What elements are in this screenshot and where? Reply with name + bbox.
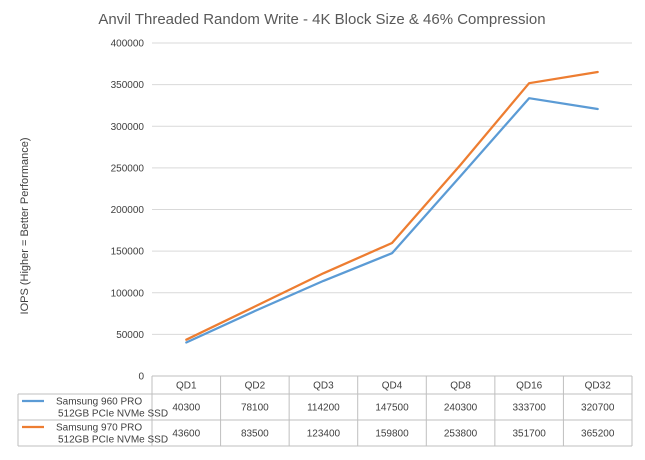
series-line-1 <box>185 97 599 344</box>
data-table-value: 365200 <box>581 429 615 440</box>
legend-label-sub: 512GB PCIe NVMe SSD <box>58 409 168 420</box>
y-axis-label: IOPS (Higher = Better Performance) <box>19 138 31 315</box>
category-label: QD4 <box>382 381 403 392</box>
series-line-2 <box>185 70 599 341</box>
y-tick-label: 150000 <box>111 247 145 258</box>
data-table-value: 333700 <box>512 403 546 414</box>
category-label: QD1 <box>176 381 197 392</box>
y-axis-ticks: 0 50000 100000 150000 200000 250000 300000 3500… <box>111 39 145 383</box>
data-table-value: 123400 <box>307 429 341 440</box>
y-tick-label: 0 <box>138 372 144 383</box>
legend-label: Samsung 960 PRO <box>56 397 142 408</box>
category-label: QD2 <box>245 381 266 392</box>
data-table-value: 83500 <box>241 429 269 440</box>
data-table-value: 40300 <box>172 403 200 414</box>
y-tick-label: 400000 <box>111 39 145 50</box>
y-tick-label: 250000 <box>111 163 145 174</box>
category-label: QD16 <box>516 381 543 392</box>
y-tick-label: 50000 <box>116 330 144 341</box>
data-table-value: 147500 <box>375 403 409 414</box>
data-table-value: 43600 <box>172 429 200 440</box>
data-table-value: 159800 <box>375 429 409 440</box>
y-tick-label: 300000 <box>111 122 145 133</box>
y-tick-label: 350000 <box>111 80 145 91</box>
category-label: QD3 <box>313 381 334 392</box>
y-tick-label: 100000 <box>111 288 145 299</box>
chart-title: Anvil Threaded Random Write - 4K Block S… <box>98 11 545 28</box>
gridlines <box>152 42 632 335</box>
legend-label: Samsung 970 PRO <box>56 423 142 434</box>
data-table-value: 320700 <box>581 403 615 414</box>
y-tick-label: 200000 <box>111 205 145 216</box>
category-label: QD32 <box>585 381 612 392</box>
data-table-value: 114200 <box>307 403 340 414</box>
data-table-value: 78100 <box>241 403 269 414</box>
series-lines <box>185 70 599 344</box>
category-label: QD8 <box>450 381 471 392</box>
data-table-value: 240300 <box>444 403 478 414</box>
data-table-value: 253800 <box>444 429 478 440</box>
data-table-value: 351700 <box>512 429 546 440</box>
legend-label-sub: 512GB PCIe NVMe SSD <box>58 435 168 446</box>
